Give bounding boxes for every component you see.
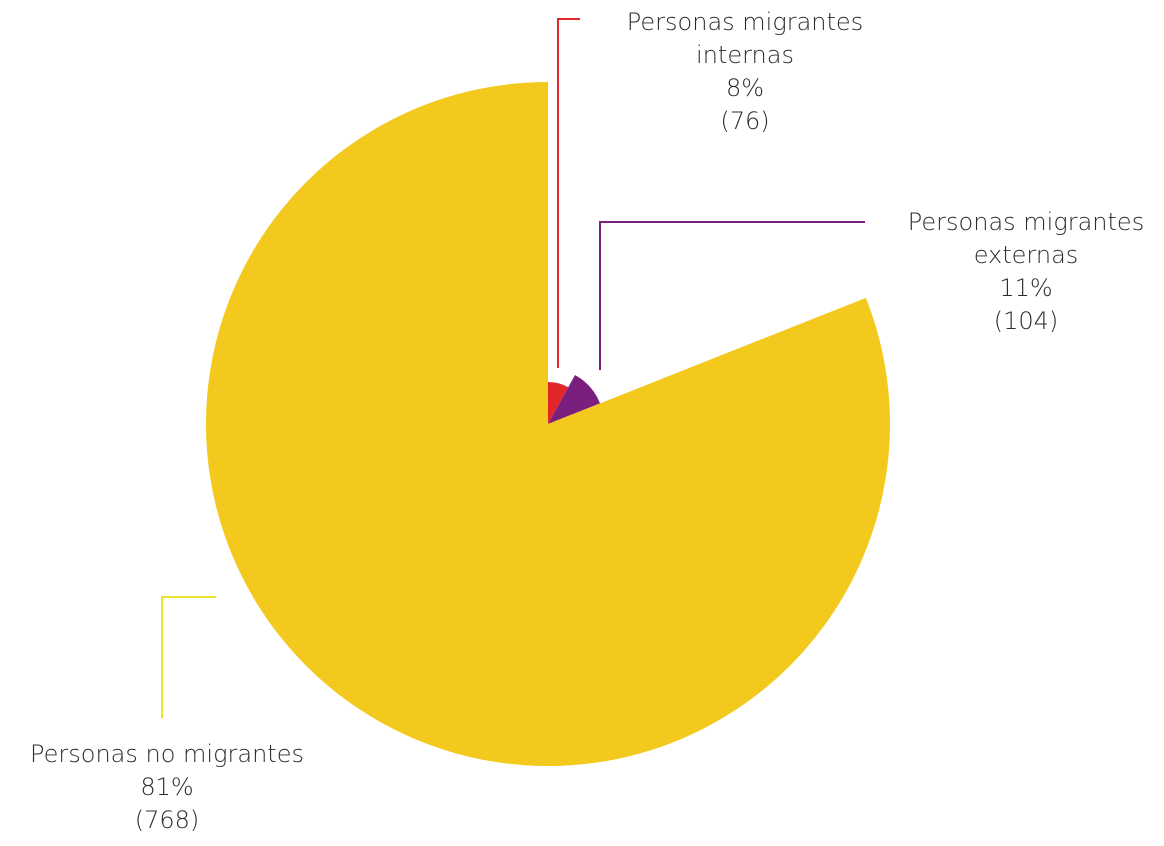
label-internas-percent: 8% [725, 74, 765, 102]
label-externas-percent: 11% [999, 274, 1053, 302]
label-externas-line2: externas [973, 241, 1079, 269]
label-no-migrantes-percent: 81% [140, 773, 194, 801]
leader-line-no-migrantes [161, 596, 216, 718]
label-no-migrantes-count: (768) [134, 806, 200, 834]
label-internas-line1: Personas migrantes [626, 8, 864, 36]
label-externas: Personas migrantes externas 11% (104) [866, 206, 1164, 338]
label-no-migrantes-line1: Personas no migrantes [30, 740, 304, 768]
slice-internas [548, 382, 569, 424]
leader-line-externas [599, 221, 865, 370]
label-internas-line2: internas [696, 41, 794, 69]
label-internas-count: (76) [720, 107, 770, 135]
slice-no-migrantes [205, 82, 890, 767]
label-externas-line1: Personas migrantes [907, 208, 1145, 236]
label-internas: Personas migrantes internas 8% (76) [585, 6, 905, 138]
label-externas-count: (104) [993, 307, 1059, 335]
leader-line-internas [557, 18, 580, 368]
label-no-migrantes: Personas no migrantes 81% (768) [2, 738, 332, 837]
slice-externas [548, 374, 601, 424]
